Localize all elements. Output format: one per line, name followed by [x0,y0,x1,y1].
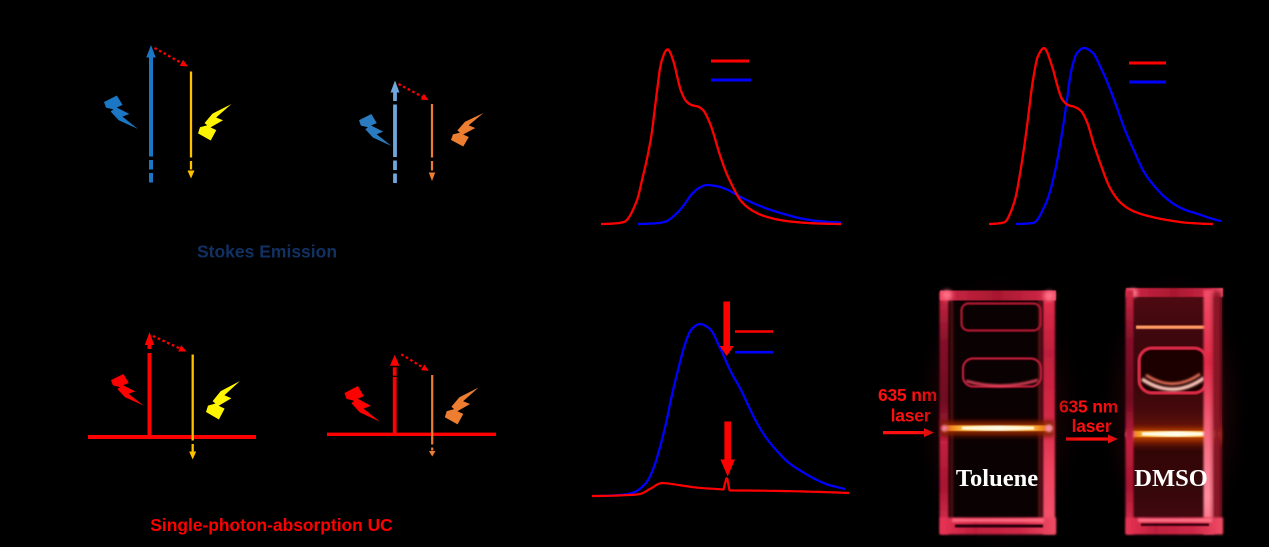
svg-text:Toluene: Toluene [956,465,1038,492]
svg-text:Single-photon-absorption UC: Single-photon-absorption UC [150,515,393,535]
svg-text:DMSO: DMSO [1134,465,1208,492]
svg-text:Stokes Emission: Stokes Emission [197,242,337,262]
